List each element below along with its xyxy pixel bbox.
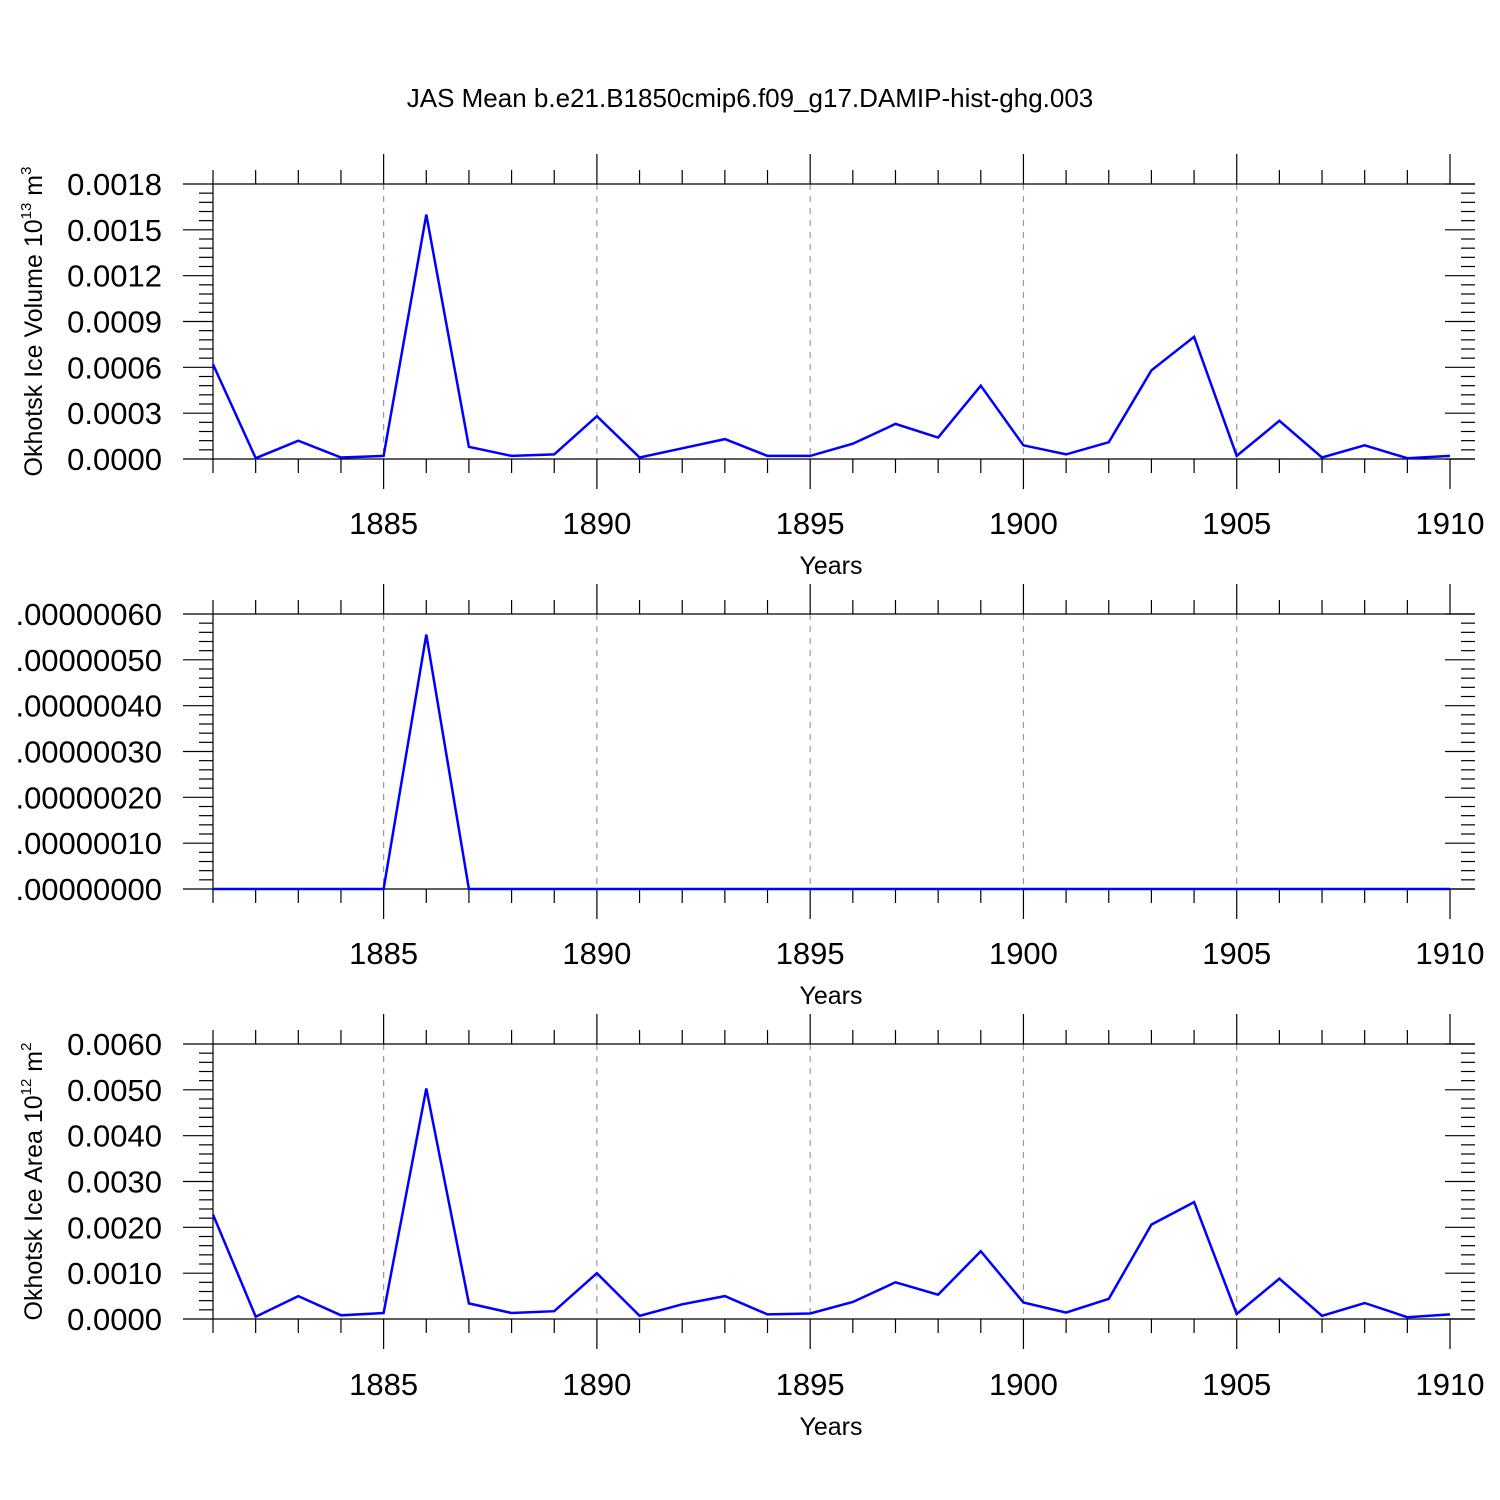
y-tick-label: .00000000 bbox=[15, 872, 162, 907]
figure-title: JAS Mean b.e21.B1850cmip6.f09_g17.DAMIP-… bbox=[407, 83, 1094, 113]
x-tick-label: 1890 bbox=[562, 936, 631, 971]
y-tick-label: 0.0015 bbox=[67, 213, 162, 248]
y-tick-label: 0.0000 bbox=[67, 442, 162, 477]
x-axis-label: Years bbox=[799, 1413, 862, 1441]
x-tick-label: 1895 bbox=[776, 1367, 845, 1402]
x-tick-label: 1900 bbox=[989, 936, 1058, 971]
x-tick-label: 1885 bbox=[349, 506, 418, 541]
y-axis-label-unit-exponent: 3 bbox=[18, 167, 35, 175]
y-tick-label: 0.0050 bbox=[67, 1073, 162, 1108]
y-tick-label: 0.0040 bbox=[67, 1119, 162, 1154]
x-tick-label: 1895 bbox=[776, 506, 845, 541]
y-tick-label: 0.0060 bbox=[67, 1027, 162, 1062]
x-axis-label: Years bbox=[799, 982, 862, 1010]
y-tick-label: .00000050 bbox=[15, 643, 162, 678]
x-tick-label: 1885 bbox=[349, 1367, 418, 1402]
y-tick-label: 0.0000 bbox=[67, 1302, 162, 1337]
x-tick-label: 1900 bbox=[989, 1367, 1058, 1402]
y-tick-label: .00000060 bbox=[15, 597, 162, 632]
x-tick-label: 1900 bbox=[989, 506, 1058, 541]
x-tick-label: 1905 bbox=[1202, 1367, 1271, 1402]
y-tick-label: 0.0018 bbox=[67, 167, 162, 202]
x-tick-label: 1890 bbox=[562, 506, 631, 541]
y-tick-label: 0.0030 bbox=[67, 1165, 162, 1200]
chart-panel-2: 1885 1890 1895 1900 1905 1910 .00000000 .000000… bbox=[15, 584, 1484, 1010]
y-axis-label-exponent: 12 bbox=[18, 1079, 35, 1096]
y-tick-label: 0.0006 bbox=[67, 350, 162, 385]
chart-panel-3: 1885 1890 1895 1900 1905 1910 0.0000 0.0010 0.00… bbox=[18, 1014, 1484, 1441]
y-axis-label-text: Okhotsk Ice Area 10 bbox=[20, 1095, 48, 1320]
y-tick-label: 0.0012 bbox=[67, 259, 162, 294]
y-tick-label: .00000020 bbox=[15, 780, 162, 815]
y-axis-label-unit: m bbox=[20, 175, 48, 203]
x-tick-label: 1910 bbox=[1416, 936, 1485, 971]
x-tick-label: 1910 bbox=[1416, 506, 1485, 541]
x-tick-label: 1890 bbox=[562, 1367, 631, 1402]
y-tick-label: .00000010 bbox=[15, 826, 162, 861]
chart-panel-1: 1885 1890 1895 1900 1905 1910 0.0000 0.0003 0.00… bbox=[18, 154, 1484, 580]
y-axis-label-text: Okhotsk Ice Volume 10 bbox=[20, 219, 48, 476]
y-axis-label: Okhotsk Ice Volume 1013 m3 bbox=[18, 167, 48, 477]
y-axis-label: Okhotsk Ice Area 1012 m2 bbox=[18, 1043, 48, 1321]
x-tick-label: 1905 bbox=[1202, 936, 1271, 971]
series-line bbox=[211, 214, 1451, 460]
y-tick-label: 0.0009 bbox=[67, 305, 162, 340]
y-axis-label-unit: m bbox=[20, 1051, 48, 1079]
x-tick-label: 1885 bbox=[349, 936, 418, 971]
series-line bbox=[211, 1088, 1451, 1319]
x-tick-label: 1905 bbox=[1202, 506, 1271, 541]
y-tick-label: 0.0010 bbox=[67, 1256, 162, 1291]
y-axis-label-exponent: 13 bbox=[18, 203, 35, 220]
y-tick-label: 0.0003 bbox=[67, 396, 162, 431]
y-tick-label: 0.0020 bbox=[67, 1210, 162, 1245]
y-tick-label: .00000030 bbox=[15, 735, 162, 770]
series-line bbox=[213, 634, 1450, 891]
panels: 1885 1890 1895 1900 1905 1910 0.0000 0.0003 0.00… bbox=[15, 154, 1484, 1441]
x-tick-label: 1895 bbox=[776, 936, 845, 971]
y-axis-label-unit-exponent: 2 bbox=[18, 1043, 35, 1051]
y-tick-label: .00000040 bbox=[15, 689, 162, 724]
x-tick-label: 1910 bbox=[1416, 1367, 1485, 1402]
x-axis-label: Years bbox=[799, 552, 862, 580]
